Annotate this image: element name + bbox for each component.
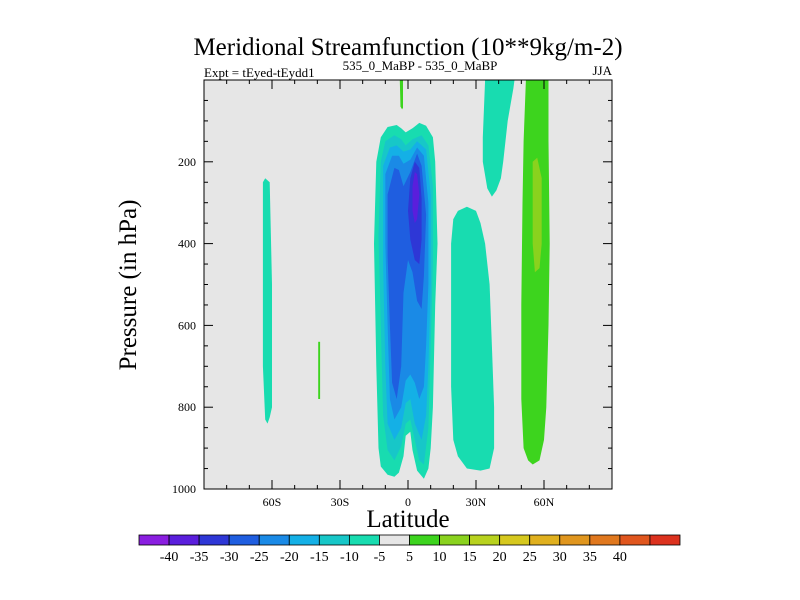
colorbar-swatch [168, 534, 200, 546]
colorbar-swatch [649, 534, 681, 546]
colorbar-swatch [619, 534, 651, 546]
colorbar-swatch [499, 534, 531, 546]
colorbar-swatch [228, 534, 260, 546]
y-tick-label: 600 [178, 318, 196, 332]
colorbar-label: -5 [374, 550, 386, 565]
x-tick-label: 0 [405, 495, 411, 509]
contour-sh-40s-line [318, 341, 321, 399]
contour-nh-positive-cell [521, 80, 550, 465]
colorbar-swatch [529, 534, 561, 546]
colorbar-label: 30 [553, 550, 567, 565]
colorbar-label: 35 [583, 550, 597, 565]
colorbar-swatch [138, 534, 170, 546]
colorbar-label: -30 [220, 550, 239, 565]
y-tick-label: 200 [178, 155, 196, 169]
colorbar-swatch [589, 534, 621, 546]
colorbar-label: -20 [280, 550, 299, 565]
colorbar-swatch [198, 534, 230, 546]
contour-eq-negative-core-35 [412, 172, 420, 224]
colorbar-label: 15 [463, 550, 477, 565]
colorbar-swatch [409, 534, 440, 546]
colorbar-label: -10 [340, 550, 359, 565]
contour-nh-upper-band [482, 80, 515, 197]
x-tick-label: 30S [331, 495, 350, 509]
contour-nh-positive-core [532, 157, 542, 273]
y-axis-label: Pressure (in hPa) [115, 200, 142, 371]
colorbar-swatch [559, 534, 591, 546]
colorbar-swatch [318, 534, 350, 546]
colorbar-swatch [379, 534, 410, 546]
x-axis-label: Latitude [366, 506, 449, 533]
colorbar-label: -35 [190, 550, 209, 565]
colorbar-label: 25 [523, 550, 537, 565]
left-subtitle: Expt = tEyed-tEydd1 [204, 65, 315, 80]
colorbar-label: 20 [493, 550, 507, 565]
contour-sh-60s-band [262, 178, 272, 424]
colorbar-label: -25 [250, 550, 269, 565]
colorbar-label: 10 [433, 550, 447, 565]
right-subtitle: JJA [592, 63, 612, 78]
colorbar-swatch [258, 534, 290, 546]
contour-eq-top-green-strip [399, 80, 403, 110]
chart-title: Meridional Streamfunction (10**9kg/m-2) [193, 34, 622, 61]
colorbar-swatch [469, 534, 501, 546]
colorbar-swatch [439, 534, 471, 546]
colorbar-swatch [288, 534, 320, 546]
x-tick-label: 60S [263, 495, 282, 509]
colorbar-label: 40 [613, 550, 627, 565]
y-tick-label: 800 [178, 400, 196, 414]
colorbar-swatch [348, 534, 380, 546]
x-tick-label: 60N [534, 495, 555, 509]
contour-nh-30n-band [451, 206, 495, 471]
y-tick-label: 1000 [172, 482, 196, 496]
y-tick-label: 400 [178, 237, 196, 251]
colorbar-label: 5 [406, 550, 413, 565]
x-tick-label: 30N [466, 495, 487, 509]
center-subtitle: 535_0_MaBP - 535_0_MaBP [343, 58, 498, 73]
colorbar-label: -15 [310, 550, 329, 565]
colorbar-label: -40 [160, 550, 179, 565]
